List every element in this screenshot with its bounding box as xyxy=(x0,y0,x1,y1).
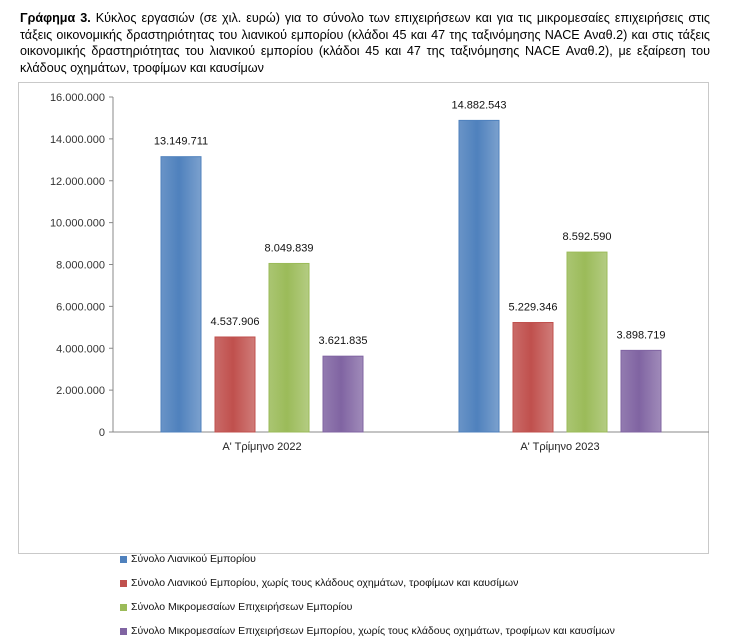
y-tick-label: 14.000.000 xyxy=(50,134,105,146)
legend-item-total-retail: Σύνολο Λιανικού Εμπορίου xyxy=(120,547,615,571)
y-tick-label: 12.000.000 xyxy=(50,176,105,188)
bar xyxy=(512,322,554,433)
caption-prefix: Γράφημα 3. xyxy=(20,11,91,25)
bar xyxy=(458,119,500,433)
bar xyxy=(620,349,662,433)
y-tick-label: 4.000.000 xyxy=(56,343,105,355)
y-tick-label: 0 xyxy=(99,427,105,439)
bar xyxy=(268,262,310,433)
bar xyxy=(566,251,608,433)
legend-swatch xyxy=(120,579,127,587)
legend-swatch xyxy=(120,627,127,635)
data-label: 8.049.839 xyxy=(265,242,314,254)
data-label: 13.149.711 xyxy=(154,136,208,148)
y-tick-label: 16.000.000 xyxy=(50,92,105,104)
bar-chart: 0 2.000.000 4.000.000 6.000.000 8.000.000 10.… xyxy=(50,92,709,453)
bar xyxy=(214,336,256,433)
caption-text: Κύκλος εργασιών (σε χιλ. ευρώ) για το σύ… xyxy=(20,11,710,75)
chart-caption: Γράφημα 3. Κύκλος εργασιών (σε χιλ. ευρώ… xyxy=(20,10,710,76)
y-tick-label: 8.000.000 xyxy=(56,260,105,272)
chart-legend: Σύνολο Λιανικού Εμπορίου Σύνολο Λιανικού… xyxy=(120,547,615,643)
y-tick-label: 2.000.000 xyxy=(56,385,105,397)
chart-area: 0 2.000.000 4.000.000 6.000.000 8.000.000 10.… xyxy=(18,82,709,637)
bar xyxy=(160,156,202,433)
bar xyxy=(322,355,364,433)
x-category-label: Α' Τρίμηνο 2023 xyxy=(520,441,599,453)
legend-item-sme-total: Σύνολο Μικρομεσαίων Επιχειρήσεων Εμπορίο… xyxy=(120,595,615,619)
legend-label: Σύνολο Λιανικού Εμπορίου, χωρίς τους κλά… xyxy=(131,577,519,589)
y-tick-label: 10.000.000 xyxy=(50,218,105,230)
data-label: 8.592.590 xyxy=(563,231,612,243)
data-label: 5.229.346 xyxy=(509,302,558,314)
data-label: 3.621.835 xyxy=(319,335,368,347)
legend-label: Σύνολο Μικρομεσαίων Επιχειρήσεων Εμπορίο… xyxy=(131,601,353,613)
legend-swatch xyxy=(120,603,127,611)
y-tick-label: 6.000.000 xyxy=(56,301,105,313)
legend-item-retail-excl: Σύνολο Λιανικού Εμπορίου, χωρίς τους κλά… xyxy=(120,571,615,595)
x-category-label: Α' Τρίμηνο 2022 xyxy=(222,441,301,453)
data-label: 4.537.906 xyxy=(211,316,260,328)
data-label: 14.882.543 xyxy=(451,99,506,111)
legend-label: Σύνολο Μικρομεσαίων Επιχειρήσεων Εμπορίο… xyxy=(131,625,615,637)
legend-label: Σύνολο Λιανικού Εμπορίου xyxy=(131,553,256,565)
data-label: 3.898.719 xyxy=(617,329,666,341)
legend-item-sme-excl: Σύνολο Μικρομεσαίων Επιχειρήσεων Εμπορίο… xyxy=(120,619,615,643)
